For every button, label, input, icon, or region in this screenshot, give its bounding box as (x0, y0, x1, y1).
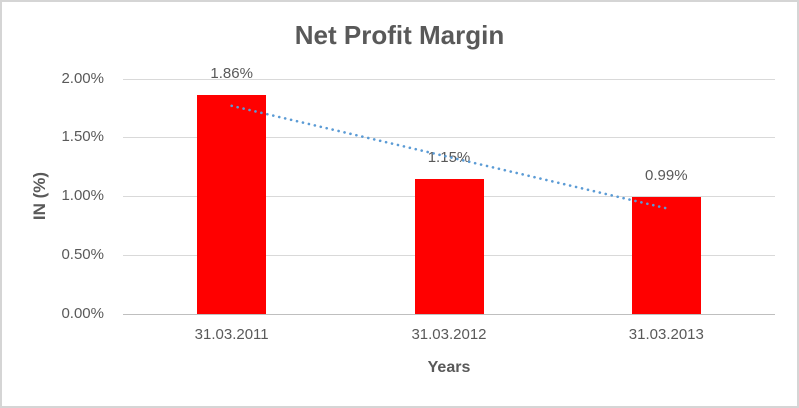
chart-title: Net Profit Margin (294, 20, 505, 50)
x-category-label: 31.03.2013 (628, 326, 704, 343)
data-label: 1.15% (427, 148, 471, 166)
y-tick-label: 0.50% (61, 246, 104, 264)
y-tick-label: 2.00% (61, 69, 104, 87)
y-tick-label: 1.50% (61, 128, 104, 146)
data-label: 1.86% (210, 64, 253, 82)
bar-31.03.2012[interactable] (414, 178, 484, 314)
x-category-label: 31.03.2011 (194, 326, 269, 343)
y-tick-label: 1.00% (61, 187, 104, 205)
bar-31.03.2011[interactable] (197, 94, 267, 314)
bar-31.03.2013[interactable] (631, 197, 701, 314)
x-category-label: 31.03.2012 (411, 326, 487, 343)
x-axis-line (123, 314, 775, 315)
y-tick-label: 0.00% (61, 305, 104, 322)
gridline (123, 78, 775, 80)
x-axis-title: Years (427, 359, 471, 376)
data-label: 0.99% (645, 167, 688, 185)
